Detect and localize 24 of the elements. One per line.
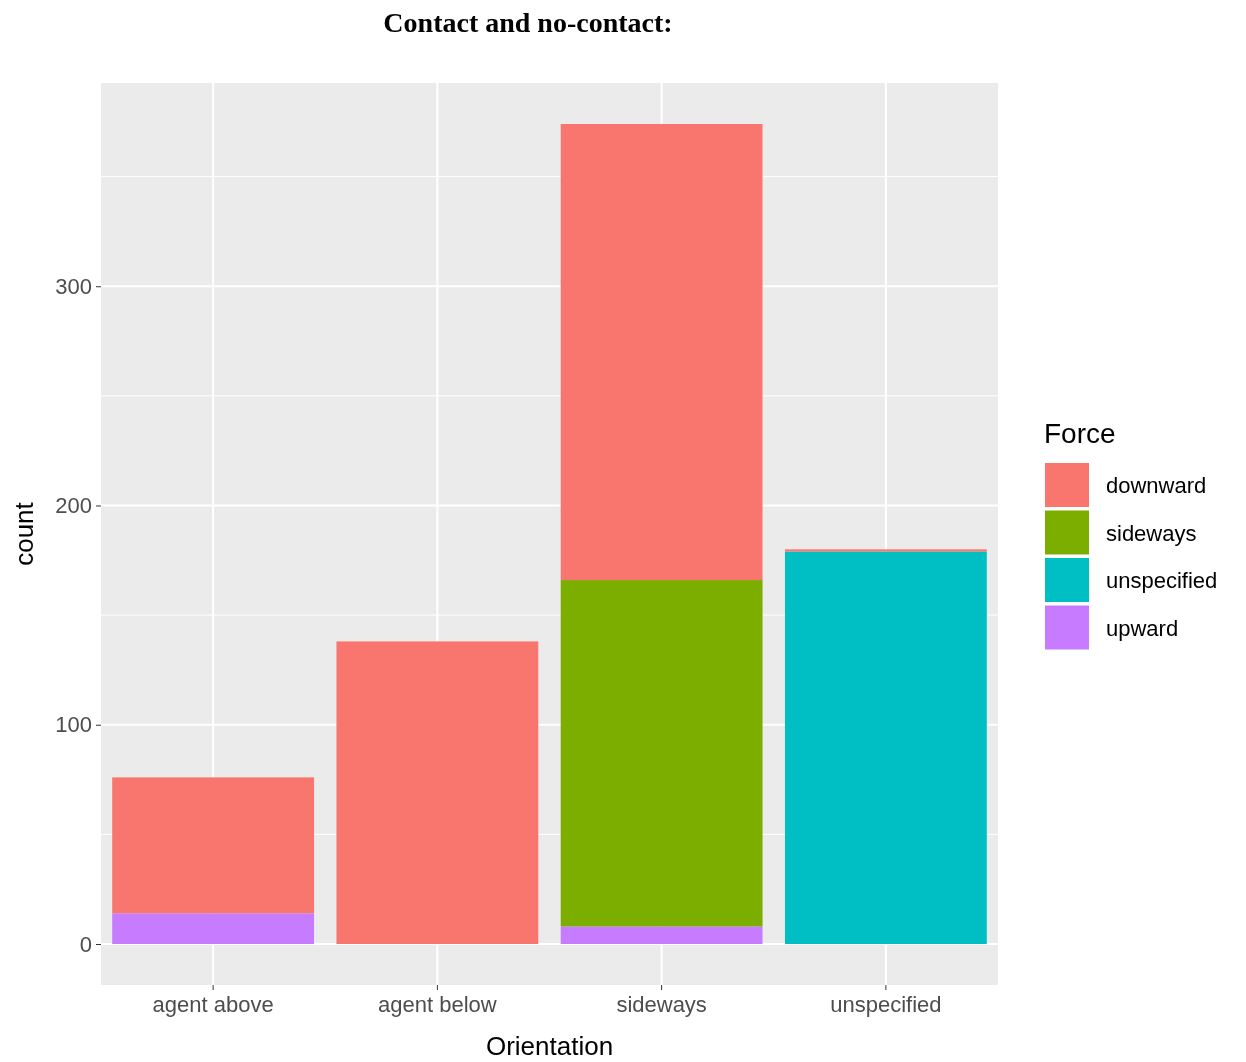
legend-title: Force [1044,418,1116,449]
bar [784,551,987,944]
x-tick-label: unspecified [830,991,942,1017]
legend-label: downward [1106,473,1207,498]
bar [560,926,763,944]
y-axis-title: count [9,501,39,566]
y-tick-label: 100 [55,712,92,738]
x-tick-label: agent below [378,991,497,1017]
y-tick-label: 200 [55,493,92,519]
bar [560,124,763,581]
bar [112,777,315,914]
bar [560,580,763,927]
legend-label: sideways [1106,520,1197,546]
y-tick-label: 300 [55,273,92,299]
bar [336,641,539,944]
x-tick-label: sideways [616,991,707,1017]
y-tick-label: 0 [79,931,92,957]
x-tick-label: agent above [152,991,274,1017]
x-axis-title: Orientation [485,1031,614,1061]
legend-label: upward [1106,615,1179,641]
legend-label: unspecified [1106,568,1218,593]
chart-title: Contact and no-contact: [383,7,673,38]
bar [784,549,987,552]
bar [112,913,315,944]
